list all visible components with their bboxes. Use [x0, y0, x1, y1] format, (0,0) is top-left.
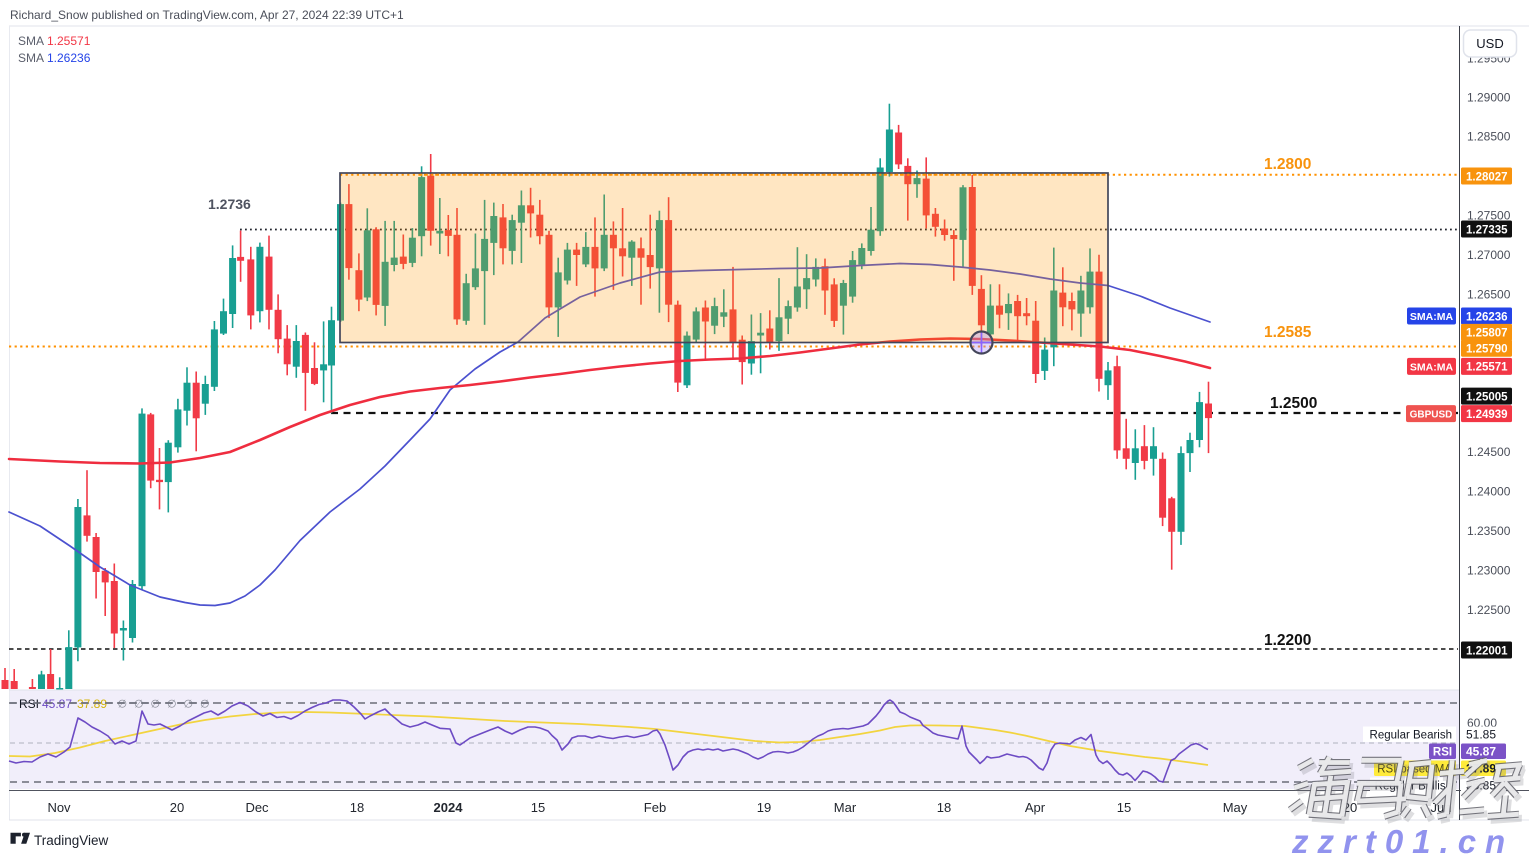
- svg-text:∅: ∅: [184, 699, 194, 711]
- svg-text:37.89: 37.89: [77, 697, 107, 711]
- svg-text:SMA:MA: SMA:MA: [1410, 311, 1454, 323]
- svg-text:1.26500: 1.26500: [1467, 288, 1511, 302]
- svg-text:1.28500: 1.28500: [1467, 130, 1511, 144]
- svg-text:RSI: RSI: [19, 697, 39, 711]
- svg-text:20: 20: [170, 800, 184, 815]
- svg-text:TradingView: TradingView: [34, 833, 109, 848]
- svg-text:1.2585: 1.2585: [1264, 324, 1312, 341]
- svg-text:1.26236: 1.26236: [1466, 311, 1508, 323]
- svg-text:1.2500: 1.2500: [1270, 395, 1317, 412]
- svg-text:19: 19: [757, 800, 771, 815]
- svg-text:15: 15: [1117, 800, 1131, 815]
- svg-text:Regular Bearish: Regular Bearish: [1370, 729, 1452, 741]
- svg-text:60.00: 60.00: [1467, 716, 1497, 730]
- svg-text:1.27500: 1.27500: [1467, 209, 1511, 223]
- svg-text:18: 18: [350, 800, 364, 815]
- svg-text:1.28027: 1.28027: [1466, 171, 1508, 183]
- svg-text:1.25571: 1.25571: [47, 34, 91, 48]
- svg-text:∅: ∅: [151, 699, 161, 711]
- svg-text:USD: USD: [1476, 36, 1503, 51]
- svg-text:∅: ∅: [134, 699, 144, 711]
- svg-text:1.25005: 1.25005: [1466, 391, 1508, 403]
- svg-text:∅: ∅: [200, 699, 210, 711]
- svg-text:1.23000: 1.23000: [1467, 564, 1511, 578]
- svg-text:1.25790: 1.25790: [1466, 344, 1508, 356]
- svg-text:Mar: Mar: [834, 800, 857, 815]
- svg-text:51.85: 51.85: [1466, 727, 1496, 741]
- svg-text:1.29000: 1.29000: [1467, 90, 1511, 104]
- svg-text:SMA: SMA: [18, 51, 44, 65]
- svg-text:1.25807: 1.25807: [1466, 328, 1508, 340]
- svg-text:May: May: [1223, 800, 1248, 815]
- svg-text:1.27335: 1.27335: [1466, 224, 1508, 236]
- svg-text:45.87: 45.87: [1466, 744, 1496, 758]
- svg-text:GBPUSD: GBPUSD: [1410, 410, 1453, 421]
- svg-text:1.2736: 1.2736: [208, 196, 251, 212]
- svg-text:1.24500: 1.24500: [1467, 445, 1511, 459]
- svg-text:1.23500: 1.23500: [1467, 524, 1511, 538]
- svg-text:1.25571: 1.25571: [1466, 362, 1508, 374]
- svg-text:1.2800: 1.2800: [1264, 156, 1311, 173]
- svg-text:RSI: RSI: [1433, 746, 1452, 758]
- svg-text:∅: ∅: [167, 699, 177, 711]
- svg-text:45.87: 45.87: [42, 697, 72, 711]
- svg-text:1.24000: 1.24000: [1467, 485, 1511, 499]
- svg-text:1.2200: 1.2200: [1264, 632, 1311, 649]
- svg-text:zzrt01.cn: zzrt01.cn: [1289, 821, 1512, 857]
- svg-text:zzrt01.cn: zzrt01.cn: [1291, 823, 1514, 857]
- svg-text:1.24939: 1.24939: [1466, 409, 1508, 421]
- svg-text:1.22001: 1.22001: [1466, 645, 1508, 657]
- svg-text:SMA:MA: SMA:MA: [1410, 362, 1454, 374]
- svg-text:1.27000: 1.27000: [1467, 248, 1511, 262]
- svg-text:Nov: Nov: [47, 800, 71, 815]
- svg-text:Richard_Snow published on Trad: Richard_Snow published on TradingView.co…: [10, 8, 404, 22]
- svg-text:15: 15: [531, 800, 545, 815]
- svg-text:SMA: SMA: [18, 34, 44, 48]
- svg-text:∅: ∅: [118, 699, 128, 711]
- svg-text:Apr: Apr: [1025, 800, 1046, 815]
- svg-text:1.22500: 1.22500: [1467, 603, 1511, 617]
- svg-text:Feb: Feb: [644, 800, 666, 815]
- svg-text:Dec: Dec: [245, 800, 269, 815]
- svg-text:18: 18: [937, 800, 951, 815]
- svg-text:2024: 2024: [434, 800, 464, 815]
- svg-text:1.26236: 1.26236: [47, 51, 91, 65]
